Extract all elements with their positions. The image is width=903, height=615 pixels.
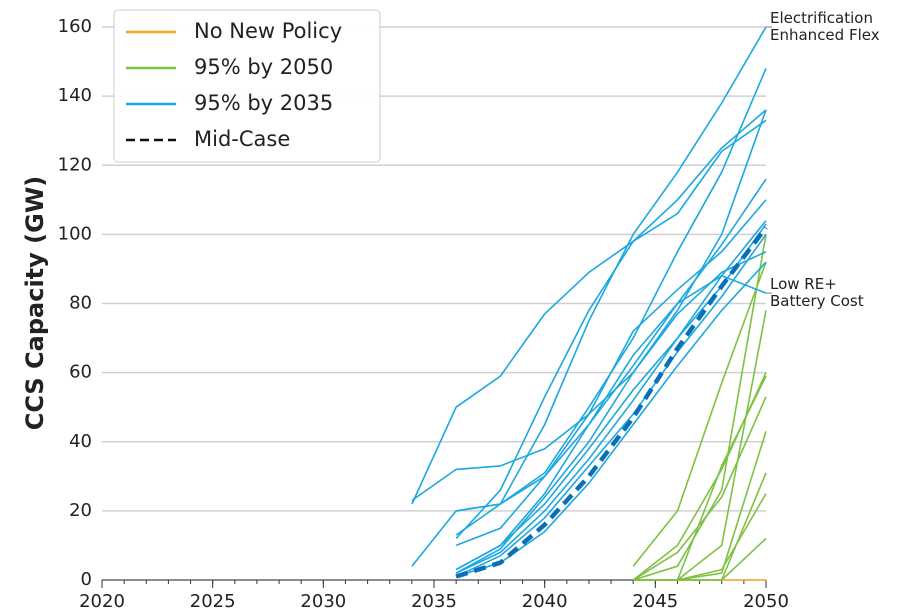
- scenario-line: [633, 375, 767, 581]
- x-tick-label: 2050: [743, 591, 789, 612]
- y-tick-label: 100: [58, 223, 92, 244]
- scenario-line: [455, 109, 767, 540]
- scenario-line: [632, 372, 767, 581]
- x-tick-label: 2035: [411, 591, 457, 612]
- y-tick-label: 80: [69, 293, 92, 314]
- scenario-line: [455, 233, 767, 578]
- scenario-line: [455, 275, 767, 571]
- legend-label: No New Policy: [194, 19, 342, 43]
- y-tick-label: 160: [58, 16, 92, 37]
- y-tick-label: 20: [69, 500, 92, 521]
- x-tick-label: 2040: [522, 591, 568, 612]
- x-tick-label: 2025: [190, 591, 236, 612]
- legend-label: Mid-Case: [194, 127, 290, 151]
- legend-label: 95% by 2050: [194, 55, 333, 79]
- scenario-line: [455, 250, 767, 574]
- annotation: Electrification: [770, 9, 873, 27]
- scenario-line: [455, 199, 767, 547]
- scenario-line: [455, 220, 767, 574]
- y-tick-label: 0: [81, 569, 92, 590]
- y-tick-label: 60: [69, 362, 92, 383]
- annotation: Low RE+: [770, 275, 837, 293]
- scenario-line: [411, 119, 767, 505]
- y-tick-label: 40: [69, 431, 92, 452]
- x-tick-label: 2030: [300, 591, 346, 612]
- scenario-line: [455, 26, 767, 536]
- scenario-line: [632, 234, 767, 581]
- annotation: Enhanced Flex: [770, 26, 880, 44]
- legend-label: 95% by 2035: [194, 91, 333, 115]
- scenario-line: [632, 396, 767, 581]
- mid-case-line: [455, 226, 768, 579]
- x-tick-label: 2045: [632, 591, 678, 612]
- scenario-line: [632, 261, 767, 567]
- y-tick-label: 120: [58, 154, 92, 175]
- legend-box: [113, 9, 381, 163]
- x-tick-label: 2020: [79, 591, 125, 612]
- y-tick-label: 140: [58, 85, 92, 106]
- scenario-line: [455, 261, 767, 578]
- y-axis-label: CCS Capacity (GW): [21, 176, 49, 431]
- annotation: Battery Cost: [770, 292, 864, 310]
